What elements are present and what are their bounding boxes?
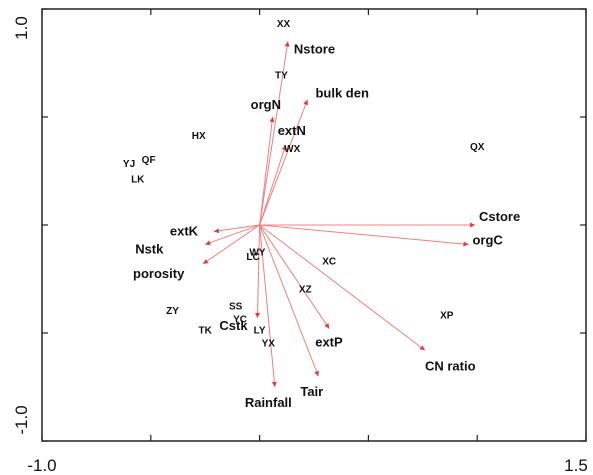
variable-arrow	[259, 224, 330, 329]
variable-label: Rainfall	[245, 395, 292, 410]
variable-arrows	[202, 41, 476, 388]
variable-arrow	[259, 224, 276, 388]
site-label: TK	[199, 325, 213, 336]
site-label: YC	[233, 315, 247, 326]
x-tick-label-max: 1.5	[564, 456, 588, 475]
variable-arrow-head	[324, 323, 330, 329]
variable-label: bulk den	[315, 86, 369, 101]
variable-arrow	[256, 224, 261, 318]
axis-ticks	[41, 8, 587, 442]
variable-label: extN	[278, 123, 306, 138]
site-label: YX	[262, 338, 276, 349]
y-tick-label-max: 1.0	[12, 16, 31, 40]
variable-arrow	[259, 224, 469, 245]
variable-arrow	[213, 224, 260, 232]
y-tick-label-min: -1.0	[12, 405, 31, 434]
variable-arrow-head	[470, 222, 476, 228]
variable-arrow-head	[303, 99, 309, 106]
axis-tick-labels: -1.0 1.5 1.0 -1.0	[12, 16, 588, 475]
variable-arrow	[259, 116, 274, 226]
site-label: TY	[275, 71, 288, 82]
site-label: XC	[322, 256, 336, 267]
site-label: XX	[277, 19, 291, 30]
variable-label: Cstore	[479, 209, 520, 224]
variable-label: Tair	[300, 384, 323, 399]
variable-arrow-head	[255, 312, 261, 318]
variable-label: orgN	[251, 97, 281, 112]
variable-label: extP	[315, 335, 343, 350]
site-label: XZ	[299, 284, 312, 295]
variable-arrow	[259, 224, 426, 351]
variable-arrow	[202, 224, 260, 265]
variable-arrow-head	[463, 241, 469, 247]
variable-arrow-head	[203, 258, 209, 264]
variable-arrow	[259, 224, 319, 377]
variable-arrow-head	[269, 117, 275, 123]
variable-arrow-head	[419, 345, 425, 351]
variable-arrow	[205, 224, 260, 245]
variable-arrow-head	[271, 381, 277, 387]
variable-label: Nstk	[135, 241, 164, 256]
variable-label: Nstore	[294, 41, 335, 56]
site-label: XP	[440, 310, 454, 321]
variable-labels: Nstore bulk den orgN extN Cstore orgC extK Nstk…	[133, 41, 520, 410]
site-label: LK	[131, 174, 145, 185]
variable-arrow	[259, 41, 289, 226]
variable-arrow-head	[284, 41, 290, 47]
variable-arrow-head	[213, 228, 220, 234]
site-label: WY	[249, 248, 265, 259]
site-label: ZY	[166, 306, 179, 317]
variable-arrow-head	[281, 145, 287, 151]
variable-label: Cstk	[219, 318, 248, 333]
variable-label: extK	[170, 223, 199, 238]
variable-arrow-head	[205, 240, 211, 246]
site-label: HX	[192, 131, 206, 142]
variable-arrow	[259, 99, 308, 226]
variable-label: orgC	[472, 232, 503, 247]
variable-arrow-head	[314, 370, 319, 377]
site-label: QF	[142, 155, 156, 166]
x-tick-label-min: -1.0	[27, 456, 56, 475]
site-label: LY	[254, 325, 266, 336]
site-label: SS	[229, 302, 243, 313]
variable-label: porosity	[133, 266, 185, 281]
site-label: WX	[284, 144, 300, 155]
site-label: LC	[246, 252, 259, 263]
variable-arrow	[259, 144, 287, 226]
site-label: QX	[470, 142, 485, 153]
variable-label: CN ratio	[425, 358, 476, 373]
site-label: YJ	[123, 159, 135, 170]
